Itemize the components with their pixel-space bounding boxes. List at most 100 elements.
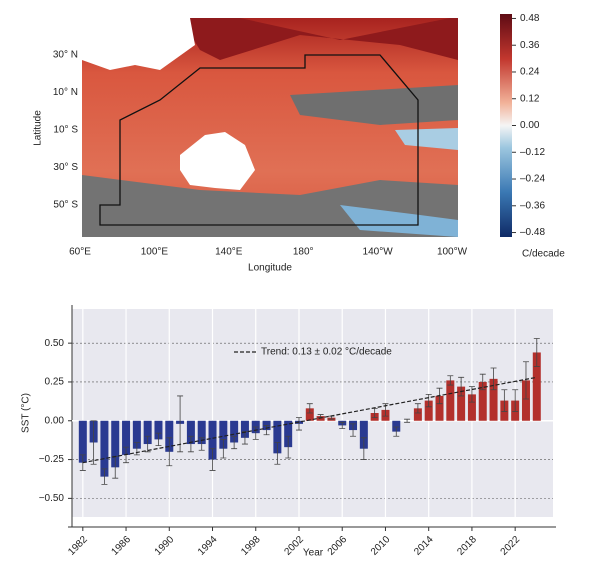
error-bar (479, 373, 486, 391)
error-bar (220, 438, 227, 459)
error-bar (490, 367, 497, 391)
x-tick-label: 1986 (110, 534, 134, 558)
error-bar (447, 375, 454, 386)
x-tick-label: 2014 (412, 534, 436, 558)
error-bar (393, 426, 400, 437)
colorbar-label: C/decade (522, 249, 565, 260)
lat-label: 30° S (53, 162, 78, 173)
lat-label: 10° N (53, 87, 78, 98)
map-ylabel: Latitude (33, 110, 44, 146)
error-bar (187, 435, 194, 453)
x-tick-label: 2010 (369, 534, 393, 558)
error-bar (425, 393, 432, 408)
bar (435, 395, 444, 421)
x-tick-label: 1990 (153, 534, 177, 558)
colorbar-tick-label: –0.24 (520, 174, 545, 185)
lon-label: 140°E (215, 247, 243, 258)
colorbar-tick-label: 0.48 (520, 13, 540, 24)
bar (100, 420, 109, 477)
bar (359, 420, 368, 449)
error-bar (263, 425, 270, 436)
bar (165, 420, 174, 452)
error-bar (252, 426, 259, 440)
lon-label: 180° (293, 247, 314, 258)
y-tick-label: 0.50 (45, 338, 65, 349)
bar (446, 380, 455, 421)
colorbar-tick-label: 0.24 (520, 67, 540, 78)
bar (532, 352, 541, 421)
error-bar (231, 435, 238, 450)
colorbar-tick-label: –0.12 (520, 147, 545, 158)
land-asia (82, 18, 195, 70)
x-axis-label: Year (303, 548, 324, 559)
error-bar (501, 389, 508, 412)
error-bar (468, 386, 475, 403)
x-tick-label: 1982 (66, 534, 90, 558)
land-australia (180, 132, 255, 190)
y-axis-label: SST (°C) (21, 393, 32, 433)
colorbar (500, 14, 512, 237)
lon-label: 140°W (363, 247, 394, 258)
bar (413, 408, 422, 421)
bar (284, 420, 293, 448)
colorbar-tick-label: –0.48 (520, 227, 545, 238)
error-bar (339, 421, 346, 429)
bar (424, 400, 433, 421)
region-outline (99, 54, 419, 226)
y-tick-label: 0.00 (45, 415, 65, 426)
error-bar (90, 420, 97, 465)
error-bar (144, 435, 151, 453)
bar (478, 381, 487, 421)
error-bar (274, 442, 281, 465)
error-bar (522, 361, 529, 400)
bar (208, 420, 217, 460)
bar (457, 386, 466, 421)
error-bar (414, 403, 421, 414)
error-bar (209, 448, 216, 471)
x-tick-label: 2022 (499, 534, 523, 558)
y-tick-label: 0.25 (45, 377, 65, 388)
cool-south (340, 205, 458, 237)
error-bar (285, 435, 292, 459)
lon-label: 100°W (437, 247, 468, 258)
map: Longitude Latitude C/decade (33, 14, 565, 274)
grey-patch (290, 85, 458, 125)
lat-label: 10° S (53, 125, 78, 136)
trend-label: Trend: 0.13 ± 0.02 °C/decade (261, 347, 392, 358)
trend-line (82, 376, 537, 464)
bar (273, 420, 282, 454)
warm-band (180, 18, 458, 60)
error-bar (458, 376, 465, 397)
lon-label: 100°E (141, 247, 169, 258)
bar (132, 420, 141, 449)
error-bar (360, 437, 367, 460)
error-bar (101, 468, 108, 485)
cool-patch (395, 128, 458, 150)
bar (143, 420, 152, 445)
colorbar-tick-label: –0.36 (520, 200, 545, 211)
colorbar-tick-label: 0.00 (520, 120, 540, 131)
error-bar (177, 395, 184, 453)
bar (467, 394, 476, 421)
error-bar (155, 432, 162, 446)
bar (521, 380, 530, 421)
bar (240, 420, 249, 438)
bar (219, 420, 228, 449)
y-tick-label: −0.50 (39, 493, 65, 504)
bar (122, 420, 131, 455)
lat-label: 30° N (53, 50, 78, 61)
bar (489, 378, 498, 421)
error-bar (295, 417, 302, 431)
bar (186, 420, 195, 445)
x-tick-label: 2018 (455, 534, 479, 558)
error-bar (533, 338, 540, 367)
lat-label: 50° S (53, 200, 78, 211)
x-tick-label: 1998 (239, 534, 263, 558)
error-bar (404, 418, 411, 423)
bar (392, 420, 401, 432)
error-bar (350, 423, 357, 437)
colorbar-tick-label: 0.12 (520, 93, 540, 104)
x-tick-label: 1994 (196, 534, 220, 558)
bar (154, 420, 163, 440)
